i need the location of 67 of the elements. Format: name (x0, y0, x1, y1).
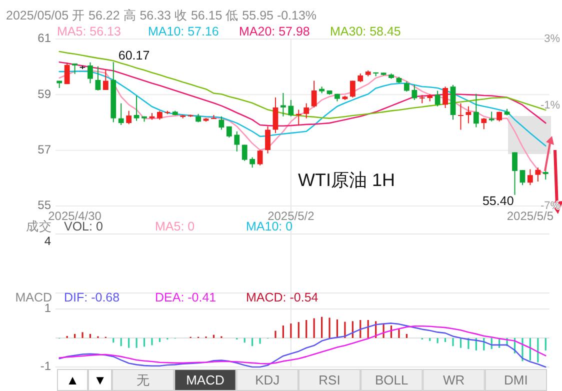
text: DMI (504, 372, 528, 388)
y2-tick-label: -1% (540, 100, 560, 112)
candlestick (520, 170, 526, 186)
text: DEA: -0.41 (155, 290, 216, 304)
candlestick (412, 84, 418, 100)
y2-tick-label: 3% (544, 32, 560, 45)
candlestick (311, 80, 317, 108)
candlestick (442, 86, 448, 109)
text: 4 (44, 234, 52, 248)
candlestick (304, 102, 310, 119)
candlestick (466, 106, 472, 124)
candlestick (404, 80, 410, 92)
candlestick (134, 95, 140, 122)
annotation: 60.17 (118, 48, 150, 62)
candlestick (528, 168, 533, 186)
candlestick (95, 66, 101, 91)
candlestick (488, 111, 494, 122)
candlestick (102, 68, 108, 90)
text: RSI (318, 372, 340, 388)
y-tick-label: 55 (38, 198, 52, 212)
y-tick-label: -1 (40, 359, 52, 374)
candlestick (280, 92, 286, 117)
text: ▲ (66, 372, 79, 388)
candlestick (481, 118, 487, 130)
text: WR (442, 372, 465, 388)
candlestick (496, 111, 502, 122)
x-tick-label: 2025/5/5 (506, 209, 554, 224)
candlestick (288, 99, 294, 117)
candlestick (458, 102, 464, 130)
text: MA10: 57.16 (148, 24, 219, 38)
series-label: MACD: -0.54 (246, 290, 318, 304)
text: MACD (186, 372, 224, 388)
candlestick (272, 96, 278, 134)
text: MA5: 56.13 (57, 24, 121, 38)
candlestick (473, 93, 479, 128)
candlestick (126, 110, 132, 125)
text: KDJ (255, 372, 280, 388)
candlestick (350, 80, 356, 98)
candlestick (242, 144, 248, 162)
candlestick (296, 109, 302, 126)
candlestick (250, 156, 256, 168)
candlestick (535, 167, 541, 182)
text: MA30: 58.45 (330, 24, 401, 38)
candlestick (434, 90, 440, 107)
candlestick (218, 116, 224, 130)
text: VOL: 0 (64, 219, 103, 234)
text: ▼ (94, 372, 106, 388)
text: MA10: 0 (246, 219, 293, 234)
y-tick-label: 57 (38, 142, 52, 157)
candlestick (234, 130, 240, 152)
candlestick (88, 62, 93, 84)
annotation: WTI原油 1H (298, 170, 395, 190)
text: MA20: 57.98 (239, 24, 310, 38)
candlestick (512, 152, 518, 196)
y-tick-label: 59 (38, 86, 52, 101)
text: MA5: 0 (155, 219, 195, 234)
chart-title: 2025/05/05 开 56.22 高 56.33 收 56.15 低 55.95 -0.13% (6, 7, 317, 22)
candlestick (118, 102, 124, 126)
candlestick (64, 62, 70, 85)
candlestick (419, 94, 425, 104)
text: BOLL (375, 372, 408, 388)
y-tick-label: 61 (38, 31, 52, 46)
candlestick (257, 150, 263, 166)
text: 无 (136, 372, 150, 388)
annotation: 55.40 (482, 194, 514, 208)
candlestick (265, 126, 270, 154)
text: DIF: -0.68 (64, 290, 120, 304)
